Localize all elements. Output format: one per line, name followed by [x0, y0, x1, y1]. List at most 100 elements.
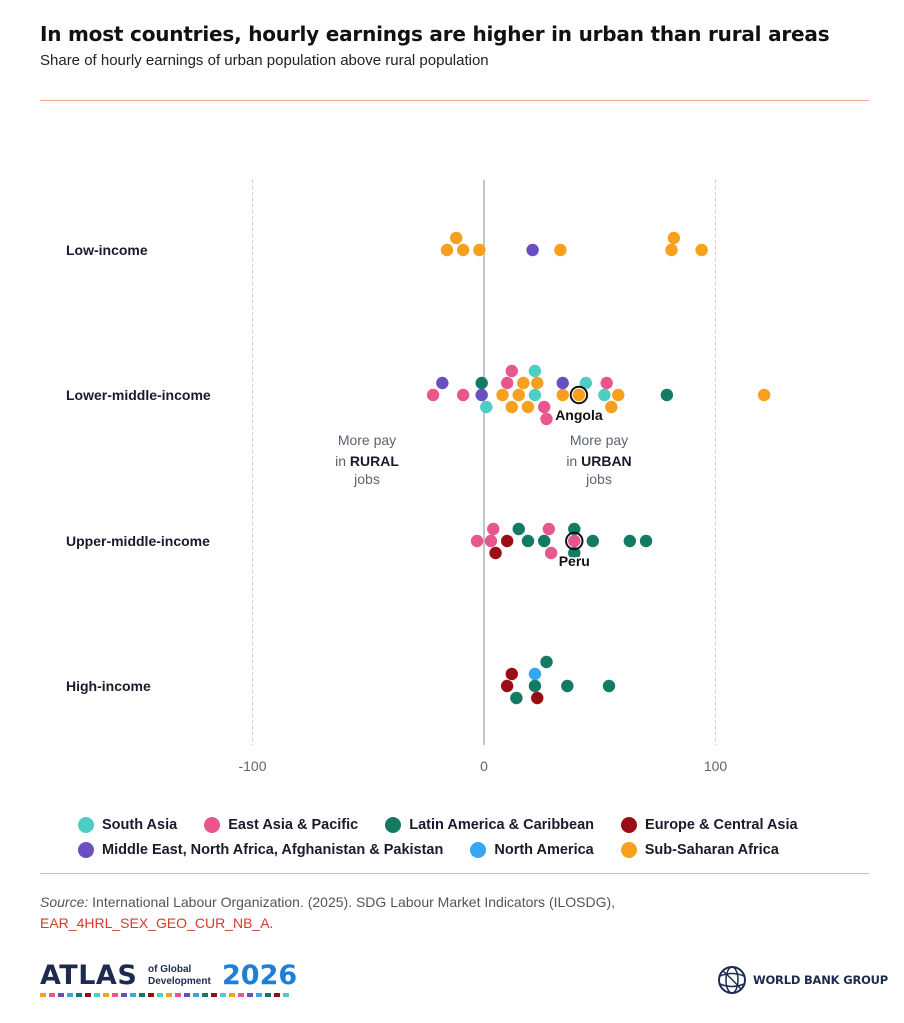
legend-label: North America: [494, 841, 594, 858]
data-point[interactable]: [450, 231, 463, 245]
category-label: High-income: [66, 678, 151, 694]
data-point[interactable]: [568, 546, 581, 560]
legend-swatch: [621, 816, 638, 833]
data-point[interactable]: [579, 376, 593, 390]
stripe-segment: [85, 993, 91, 997]
data-point[interactable]: [505, 667, 518, 681]
category-label: Lower-middle-income: [66, 387, 211, 403]
beeswarm-chart: Low-income Lower-middle-income Upper-middl…: [66, 180, 771, 774]
data-point[interactable]: [496, 388, 509, 402]
data-point[interactable]: [602, 679, 616, 693]
data-point[interactable]: [586, 534, 600, 548]
data-point[interactable]: [512, 388, 525, 402]
data-point[interactable]: [484, 534, 498, 548]
stripe-segment: [67, 993, 73, 997]
data-point[interactable]: [456, 243, 470, 257]
data-point[interactable]: [542, 522, 556, 536]
data-point[interactable]: [473, 243, 486, 257]
data-point[interactable]: [757, 388, 771, 402]
data-point[interactable]: [500, 376, 514, 390]
data-point[interactable]: [695, 243, 708, 257]
data-point[interactable]: [528, 679, 542, 693]
stripe-segment: [265, 993, 271, 997]
data-point[interactable]: [521, 400, 535, 414]
urban-annotation-line3: jobs: [585, 471, 612, 487]
data-point[interactable]: [426, 388, 440, 402]
data-point[interactable]: [639, 534, 653, 548]
rural-annotation-line3: jobs: [353, 471, 380, 487]
legend-row-1: South Asia East Asia & Pacific Latin Ameri…: [78, 812, 858, 837]
data-point[interactable]: [489, 546, 502, 560]
data-point[interactable]: [512, 522, 525, 536]
data-point[interactable]: [456, 388, 470, 402]
data-points: [426, 231, 771, 705]
source-link[interactable]: EAR_4HRL_SEX_GEO_CUR_NB_A: [40, 915, 270, 931]
data-point[interactable]: [572, 388, 586, 402]
data-point[interactable]: [605, 400, 618, 414]
data-point[interactable]: [436, 376, 449, 390]
data-point[interactable]: [500, 679, 514, 693]
data-point[interactable]: [500, 534, 514, 548]
data-point[interactable]: [528, 364, 542, 378]
data-point[interactable]: [470, 534, 484, 548]
rural-annotation-line2: in RURAL: [335, 453, 399, 469]
legend-item: South Asia: [78, 816, 177, 833]
stripe-segment: [184, 993, 190, 997]
x-tick-label: -100: [238, 758, 266, 774]
x-tick-label: 0: [480, 758, 488, 774]
data-point[interactable]: [510, 691, 523, 705]
gridlines: [252, 180, 716, 745]
data-point[interactable]: [600, 376, 613, 390]
data-point[interactable]: [528, 388, 542, 402]
data-point[interactable]: [568, 522, 581, 536]
data-point[interactable]: [667, 231, 681, 245]
data-point[interactable]: [480, 400, 493, 414]
footer-divider: [40, 873, 869, 874]
data-point[interactable]: [660, 388, 674, 402]
data-point[interactable]: [517, 376, 530, 390]
data-point[interactable]: [561, 679, 574, 693]
atlas-of-global-development: of Global Development: [148, 964, 211, 987]
data-point[interactable]: [505, 400, 518, 414]
title-divider: [40, 100, 869, 101]
urban-annotation-line1: More pay: [570, 432, 628, 448]
data-point[interactable]: [537, 534, 551, 548]
legend-label: East Asia & Pacific: [228, 816, 359, 833]
data-point[interactable]: [526, 243, 539, 257]
source-text: International Labour Organization. (2025…: [88, 894, 616, 910]
stripe-segment: [247, 993, 253, 997]
data-point[interactable]: [556, 376, 569, 390]
highlight-label: Angola: [555, 407, 603, 423]
data-point[interactable]: [487, 522, 500, 536]
annotations: More pay in RURAL jobs More pay in URBAN…: [335, 432, 632, 487]
data-point[interactable]: [537, 400, 551, 414]
data-point[interactable]: [475, 376, 488, 390]
data-point[interactable]: [440, 243, 454, 257]
data-point[interactable]: [556, 388, 569, 402]
data-point[interactable]: [531, 691, 544, 705]
stripe-segment: [211, 993, 217, 997]
data-point[interactable]: [531, 376, 544, 390]
data-point[interactable]: [528, 667, 542, 681]
data-point[interactable]: [505, 364, 518, 378]
data-point[interactable]: [540, 655, 553, 669]
source-note: Source: International Labour Organizatio…: [40, 892, 615, 934]
legend-label: Sub-Saharan Africa: [644, 841, 779, 858]
data-point[interactable]: [665, 243, 678, 257]
data-point[interactable]: [521, 534, 535, 548]
data-point[interactable]: [612, 388, 625, 402]
data-point[interactable]: [544, 546, 558, 560]
data-point[interactable]: [475, 388, 488, 402]
data-point[interactable]: [540, 412, 553, 426]
data-point[interactable]: [598, 388, 611, 402]
stripe-segment: [112, 993, 118, 997]
stripe-segment: [283, 993, 289, 997]
data-point[interactable]: [568, 534, 581, 548]
stripe-segment: [157, 993, 163, 997]
stripe-segment: [202, 993, 208, 997]
stripe-segment: [175, 993, 181, 997]
category-label: Upper-middle-income: [66, 533, 210, 549]
data-point[interactable]: [623, 534, 637, 548]
data-point[interactable]: [554, 243, 567, 257]
rural-annotation-line1: More pay: [338, 432, 396, 448]
